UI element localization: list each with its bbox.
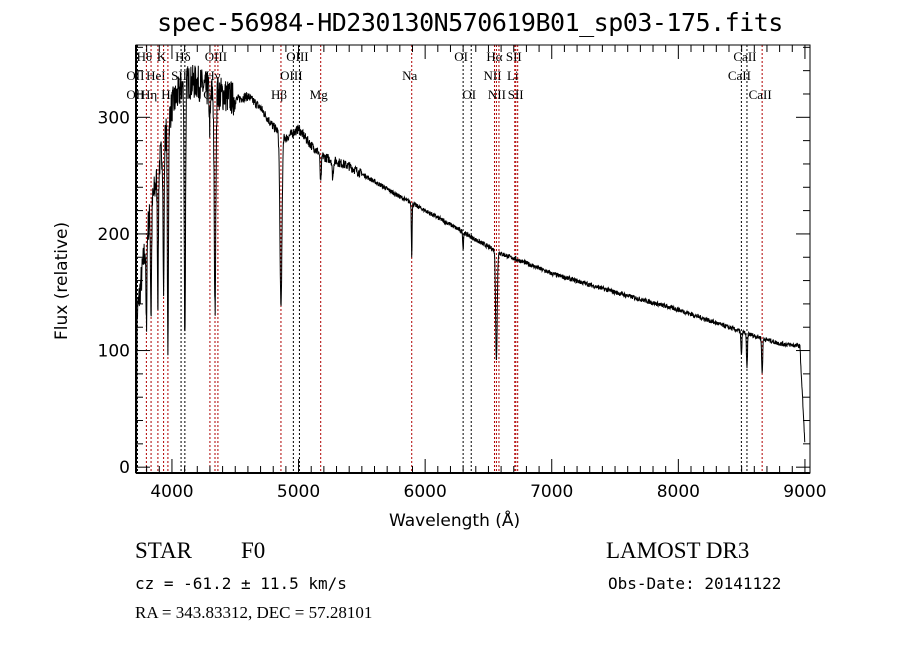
line-marker-label: OIII [286, 49, 308, 64]
line-marker-label: H [161, 87, 170, 102]
line-marker-label: CaII [728, 68, 751, 83]
line-marker-label: OIII [280, 68, 302, 83]
survey-name: LAMOST DR3 [606, 538, 750, 563]
y-tick-label: 100 [98, 342, 130, 362]
line-marker-label: G [203, 87, 212, 102]
line-marker-label: K [157, 49, 167, 64]
line-marker-label: NII [488, 87, 506, 102]
x-axis-label: Wavelength (Å) [389, 511, 521, 531]
plot-frame [135, 44, 811, 474]
x-tick-label: 4000 [150, 482, 193, 502]
line-marker-label: Mg [310, 87, 329, 102]
line-marker-label: OIII [205, 49, 227, 64]
line-marker-label: SII [506, 49, 522, 64]
line-marker-label: CaII [733, 49, 756, 64]
ra-dec: RA = 343.83312, DEC = 57.28101 [135, 603, 373, 622]
line-marker-label: Hβ [271, 87, 287, 102]
line-marker-label: Hθ [137, 49, 153, 64]
chart-title: spec-56984-HD230130N570619B01_sp03-175.f… [157, 8, 783, 37]
x-tick-label: 5000 [277, 482, 320, 502]
obs-date: Obs-Date: 20141122 [608, 574, 782, 593]
line-marker-label: Hη [141, 87, 157, 102]
object-class: STAR [135, 538, 192, 563]
x-tick-label: 9000 [783, 482, 826, 502]
line-marker-label: Hδ [175, 49, 191, 64]
line-marker-label: CaII [749, 87, 772, 102]
redshift-cz: cz = -61.2 ± 11.5 km/s [135, 574, 347, 593]
object-subclass: F0 [241, 538, 266, 563]
x-tick-label: 6000 [404, 482, 447, 502]
line-marker-label: NII [483, 68, 501, 83]
y-tick-label: 300 [98, 108, 130, 128]
line-marker-label: Hγ [205, 68, 220, 83]
y-axis-label: Flux (relative) [52, 221, 72, 340]
x-tick-label: 7000 [530, 482, 573, 502]
y-tick-label: 0 [119, 458, 130, 478]
line-marker-label: OI [462, 87, 476, 102]
line-marker-label: Hα [486, 49, 502, 64]
line-marker-label: Na [402, 68, 417, 83]
y-tick-label: 200 [98, 225, 130, 245]
spectrum-line [136, 64, 806, 468]
line-marker-label: OI [454, 49, 468, 64]
line-marker-label: HeI [146, 68, 166, 83]
x-tick-label: 8000 [657, 482, 700, 502]
line-marker-label: Li [507, 68, 519, 83]
line-marker-label: SII [171, 68, 187, 83]
line-marker-label: SII [508, 87, 524, 102]
